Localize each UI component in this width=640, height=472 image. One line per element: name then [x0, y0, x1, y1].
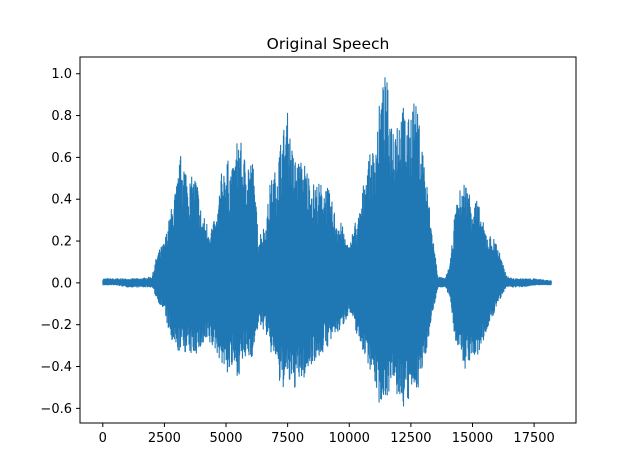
y-tick-label: 0.4 — [51, 193, 72, 208]
x-tick-label: 7500 — [271, 431, 304, 446]
y-tick-label: 0.6 — [51, 151, 72, 166]
y-tick-label: 1.0 — [51, 67, 72, 82]
x-tick-label: 2500 — [148, 431, 181, 446]
x-tick-label: 5000 — [209, 431, 242, 446]
y-tick-label: 0.8 — [51, 109, 72, 124]
x-axis: 0 2500 5000 7500 10000 12500 15000 17500 — [99, 423, 555, 446]
series-layer — [102, 77, 552, 407]
x-tick-label: 0 — [99, 431, 107, 446]
x-tick-label: 12500 — [390, 431, 431, 446]
y-tick-label: −0.2 — [40, 318, 72, 333]
plot-frame — [79, 56, 577, 424]
y-tick-label: 0.0 — [51, 276, 72, 291]
y-axis: −0.6 −0.4 −0.2 0.0 0.2 0.4 0.6 0.8 1.0 — [40, 67, 80, 417]
x-tick-label: 15000 — [452, 431, 493, 446]
x-tick-label: 17500 — [513, 431, 554, 446]
y-tick-label: 0.2 — [51, 235, 72, 250]
y-tick-label: −0.4 — [40, 360, 72, 375]
x-tick-label: 10000 — [329, 431, 370, 446]
chart-title: Original Speech — [267, 35, 390, 53]
speech-waveform-line — [102, 77, 552, 407]
y-tick-label: −0.6 — [40, 402, 72, 417]
